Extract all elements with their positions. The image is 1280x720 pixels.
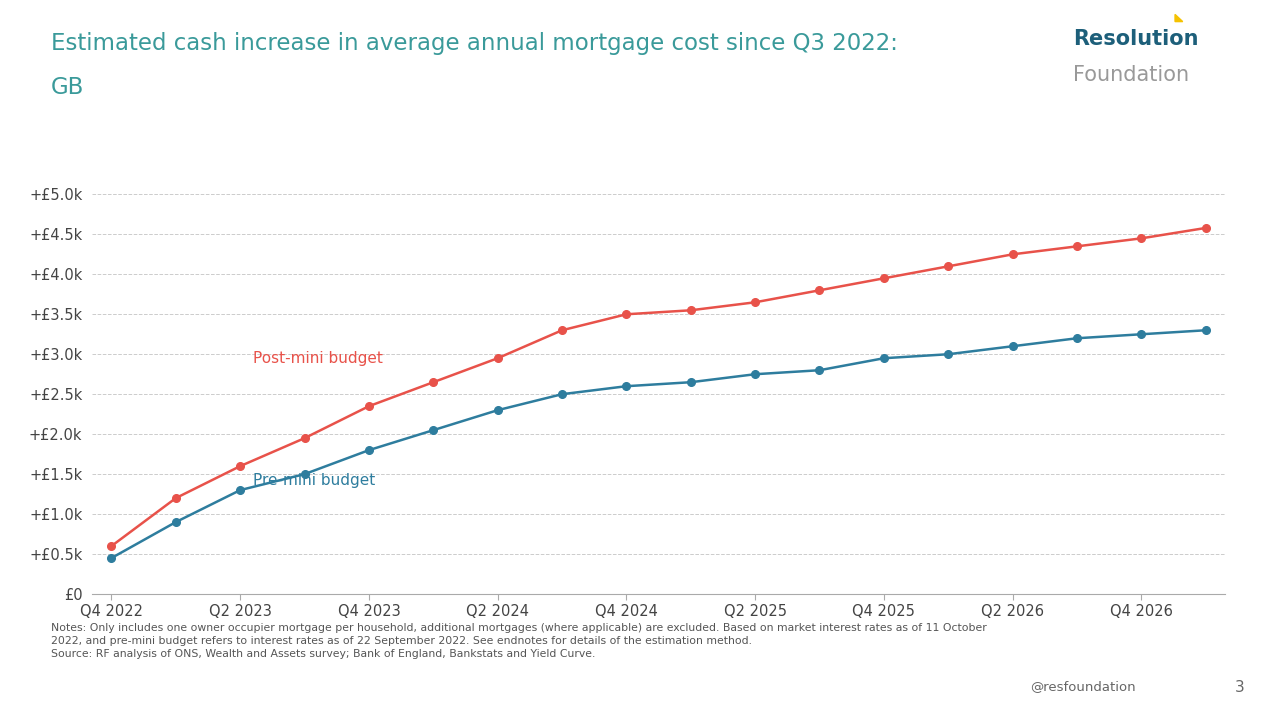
- Text: Foundation: Foundation: [1073, 65, 1189, 85]
- Text: GB: GB: [51, 76, 84, 99]
- Text: @resfoundation: @resfoundation: [1030, 680, 1137, 693]
- Text: Notes: Only includes one owner occupier mortgage per household, additional mortg: Notes: Only includes one owner occupier …: [51, 623, 987, 660]
- Text: 3: 3: [1235, 680, 1245, 696]
- Text: Resolution: Resolution: [1073, 29, 1198, 49]
- Text: Post-mini budget: Post-mini budget: [253, 351, 383, 366]
- Text: Estimated cash increase in average annual mortgage cost since Q3 2022:: Estimated cash increase in average annua…: [51, 32, 899, 55]
- Text: Pre-mini budget: Pre-mini budget: [253, 473, 375, 488]
